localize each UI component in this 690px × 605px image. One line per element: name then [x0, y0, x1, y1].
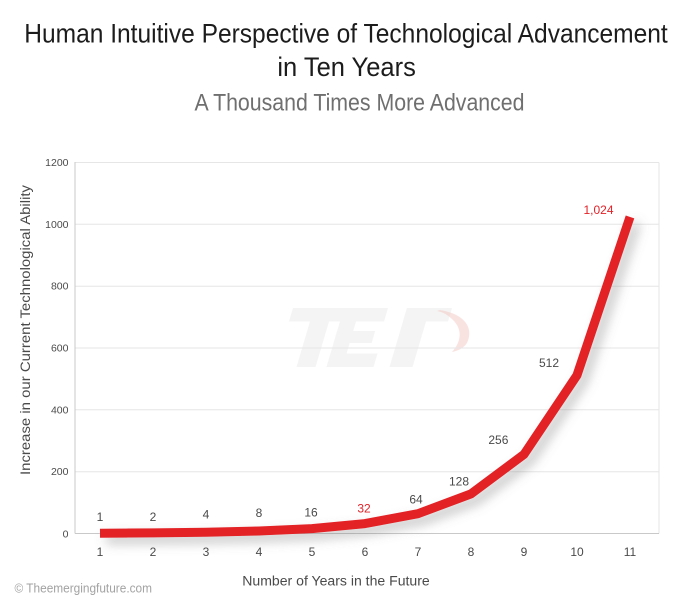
svg-text:4: 4 [256, 545, 263, 559]
svg-text:10: 10 [570, 545, 584, 559]
svg-text:6: 6 [362, 545, 369, 559]
svg-text:1: 1 [97, 545, 104, 559]
svg-text:© Theemergingfuture.com: © Theemergingfuture.com [15, 582, 153, 596]
svg-text:9: 9 [521, 545, 528, 559]
svg-text:Human Intuitive Perspective of: Human Intuitive Perspective of Technolog… [24, 18, 668, 48]
svg-text:64: 64 [409, 493, 423, 507]
svg-text:8: 8 [256, 506, 263, 520]
svg-text:512: 512 [539, 356, 559, 370]
svg-text:11: 11 [624, 545, 637, 559]
svg-text:256: 256 [488, 433, 508, 447]
svg-text:200: 200 [51, 466, 69, 478]
svg-text:32: 32 [357, 502, 371, 516]
svg-text:800: 800 [51, 281, 69, 293]
svg-text:1200: 1200 [45, 157, 69, 169]
svg-text:128: 128 [449, 474, 469, 488]
svg-text:400: 400 [51, 404, 69, 416]
svg-text:in Ten Years: in Ten Years [277, 52, 416, 82]
svg-text:Number of Years in the Future: Number of Years in the Future [242, 574, 430, 589]
svg-text:2: 2 [150, 510, 157, 524]
svg-text:4: 4 [203, 508, 210, 522]
svg-text:0: 0 [63, 528, 69, 540]
svg-text:8: 8 [468, 545, 475, 559]
svg-text:5: 5 [309, 545, 316, 559]
svg-text:16: 16 [304, 506, 318, 520]
svg-text:2: 2 [150, 545, 157, 559]
svg-text:1000: 1000 [45, 219, 69, 231]
svg-text:1,024: 1,024 [583, 203, 613, 217]
svg-text:Increase in our Current Techno: Increase in our Current Technological Ab… [18, 185, 33, 475]
svg-text:7: 7 [415, 545, 422, 559]
svg-text:A Thousand Times More Advanced: A Thousand Times More Advanced [195, 90, 525, 117]
svg-text:1: 1 [97, 510, 104, 524]
svg-text:3: 3 [203, 545, 210, 559]
svg-text:600: 600 [51, 343, 69, 355]
